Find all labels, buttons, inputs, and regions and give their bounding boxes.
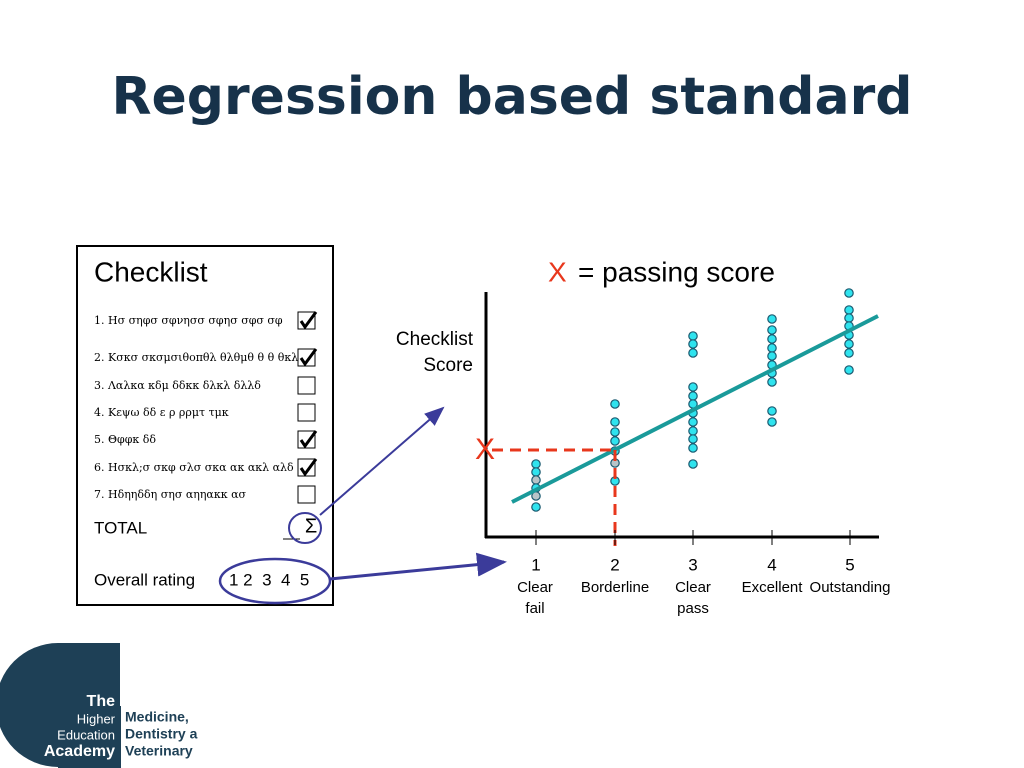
point xyxy=(688,434,698,444)
logo-line: Education xyxy=(57,727,115,742)
logo-partner: Veterinary xyxy=(125,743,193,759)
point xyxy=(688,459,698,469)
point xyxy=(688,417,698,427)
check-mark xyxy=(299,348,318,367)
logo-line: Higher xyxy=(77,711,116,726)
point xyxy=(688,382,698,392)
category-number: 3 xyxy=(688,555,697,574)
check-mark xyxy=(299,311,318,330)
logo-block xyxy=(58,643,120,768)
checklist-item: 1. Ησ σηφσ σφνησσ σφησ σφσ σφ xyxy=(94,314,283,327)
point xyxy=(531,467,541,477)
rating-label: Overall rating xyxy=(94,570,195,589)
point xyxy=(610,417,620,427)
logo-partner: Dentistry a xyxy=(125,726,198,742)
category-number: 1 xyxy=(531,555,540,574)
category-label: Excellent xyxy=(742,579,804,596)
point xyxy=(610,399,620,409)
checklist-item: 2. Κσκσ σκσμσιθοπθλ θλθμθ θ θ θκλ xyxy=(94,351,298,364)
total-circle xyxy=(288,512,322,544)
category-number: 5 xyxy=(845,555,854,574)
checklist-box xyxy=(76,245,334,606)
rating-circle xyxy=(218,557,332,605)
checklist-item: 6. Ησκλ;σ σκφ σλσ σκα ακ ακλ αλδ xyxy=(94,461,294,474)
checklist-item: 5. Θφφκ δδ xyxy=(94,433,156,446)
point xyxy=(767,377,777,387)
y-label: Checklist xyxy=(396,329,474,350)
checkbox xyxy=(297,403,316,422)
category-label: pass xyxy=(677,600,709,617)
checklist-item: 3. Λαλκα κδμ δδκκ δλκλ δλλδ xyxy=(94,379,261,392)
point xyxy=(767,417,777,427)
point xyxy=(844,339,854,349)
point xyxy=(767,343,777,353)
category-label: fail xyxy=(525,600,544,617)
legend-text: = passing score xyxy=(578,256,775,287)
slide-title: Regression based standard xyxy=(112,67,913,127)
logo xyxy=(0,643,121,768)
checklist-items: 1. Ησ σηφσ σφνησσ σφησ σφσ σφ 2. Κσκσ σκσ… xyxy=(94,311,318,504)
arrow xyxy=(329,552,507,581)
total-symbol: Σ xyxy=(305,515,317,537)
check-mark xyxy=(299,458,318,477)
arrow xyxy=(319,406,445,516)
category-label: Outstanding xyxy=(810,579,891,596)
rating-scale: 1 2 3 4 5 xyxy=(229,570,309,589)
point xyxy=(844,305,854,315)
point xyxy=(844,313,854,323)
point xyxy=(767,334,777,344)
point xyxy=(844,288,854,298)
point xyxy=(844,348,854,358)
point xyxy=(767,325,777,335)
point xyxy=(767,314,777,324)
regression-line xyxy=(511,314,879,504)
point xyxy=(688,391,698,401)
point xyxy=(767,351,777,361)
category-label: Borderline xyxy=(581,579,649,596)
legend-mark: X xyxy=(548,256,567,287)
point xyxy=(531,459,541,469)
total-label: TOTAL xyxy=(94,518,147,537)
point xyxy=(844,365,854,375)
y-label: Score xyxy=(423,355,473,376)
cut-mark: X xyxy=(475,433,495,466)
point xyxy=(688,339,698,349)
logo-line: The xyxy=(87,693,116,710)
logo-line: Academy xyxy=(44,743,115,760)
checkbox xyxy=(297,485,316,504)
category-label: Clear xyxy=(517,579,553,596)
point xyxy=(688,331,698,341)
point xyxy=(767,406,777,416)
checkbox xyxy=(297,376,316,395)
checklist-heading: Checklist xyxy=(94,256,208,287)
category-label: Clear xyxy=(675,579,711,596)
checklist-item: 4. Κεψω δδ ε ρ ρρμτ τμκ xyxy=(94,406,229,419)
point xyxy=(531,502,541,512)
points xyxy=(531,288,854,512)
point xyxy=(610,427,620,437)
point xyxy=(688,443,698,453)
category-number: 2 xyxy=(610,555,619,574)
checklist-item: 7. Ηδηηδδη σησ αηηακκ ασ xyxy=(94,488,247,501)
category-number: 4 xyxy=(767,555,776,574)
point xyxy=(531,475,541,485)
categories: 1 Clear fail 2 Borderline 3 Clear pass 4 Excellen… xyxy=(517,530,890,617)
point xyxy=(688,348,698,358)
point xyxy=(610,436,620,446)
point xyxy=(688,426,698,436)
check-mark xyxy=(299,430,318,449)
logo-partner: Medicine, xyxy=(125,709,189,725)
